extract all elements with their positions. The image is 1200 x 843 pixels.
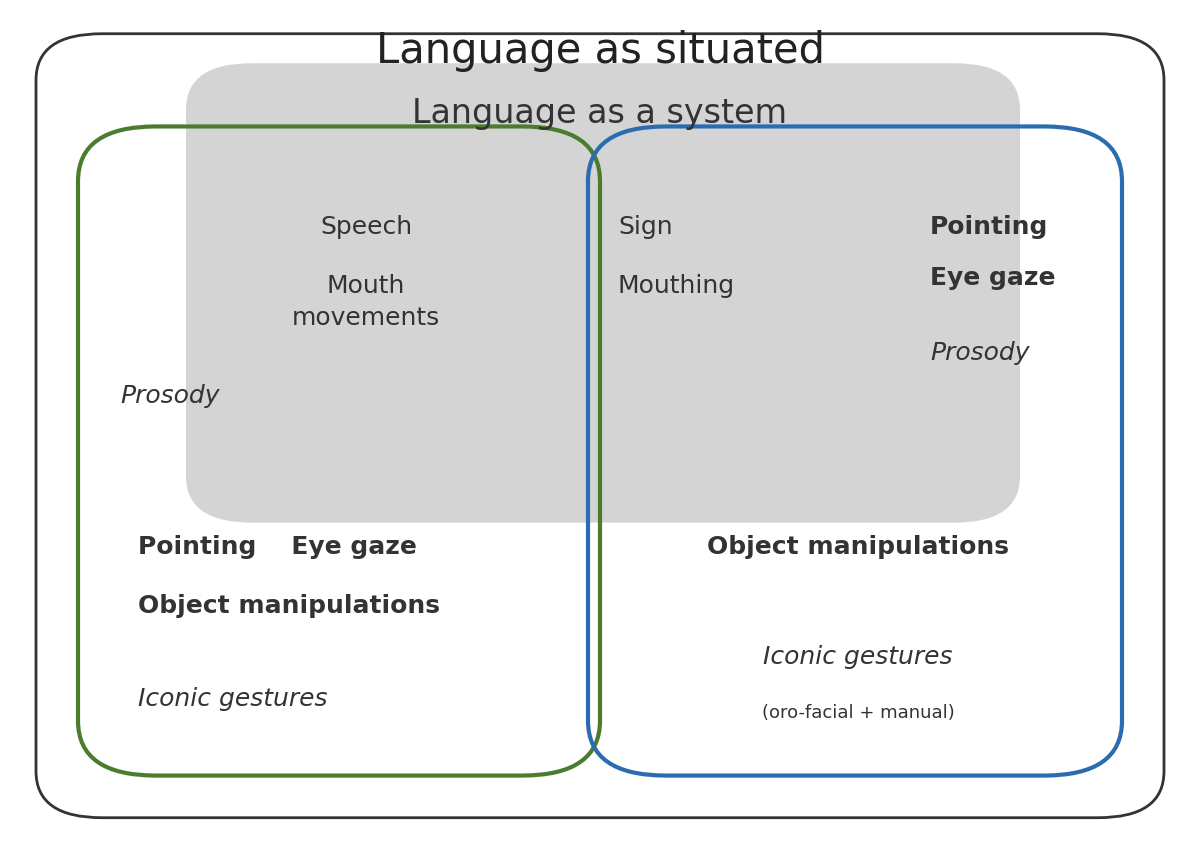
FancyBboxPatch shape xyxy=(36,34,1164,818)
Text: Iconic gestures: Iconic gestures xyxy=(763,645,953,668)
Text: Speech: Speech xyxy=(320,215,412,239)
Text: Prosody: Prosody xyxy=(930,341,1030,365)
FancyBboxPatch shape xyxy=(186,63,1020,523)
Text: Pointing    Eye gaze: Pointing Eye gaze xyxy=(138,535,416,559)
Text: Pointing: Pointing xyxy=(930,215,1049,239)
Text: Mouth
movements: Mouth movements xyxy=(292,274,440,330)
Text: Language as situated: Language as situated xyxy=(376,30,824,72)
Text: Prosody: Prosody xyxy=(120,384,220,407)
Text: Mouthing: Mouthing xyxy=(618,274,736,298)
Text: Object manipulations: Object manipulations xyxy=(138,594,440,618)
Text: Iconic gestures: Iconic gestures xyxy=(138,687,328,711)
Text: Language as a system: Language as a system xyxy=(413,97,787,130)
Text: Sign: Sign xyxy=(618,215,673,239)
Text: Eye gaze: Eye gaze xyxy=(930,266,1056,289)
Text: Object manipulations: Object manipulations xyxy=(707,535,1009,559)
Text: (oro-facial + manual): (oro-facial + manual) xyxy=(762,704,954,722)
